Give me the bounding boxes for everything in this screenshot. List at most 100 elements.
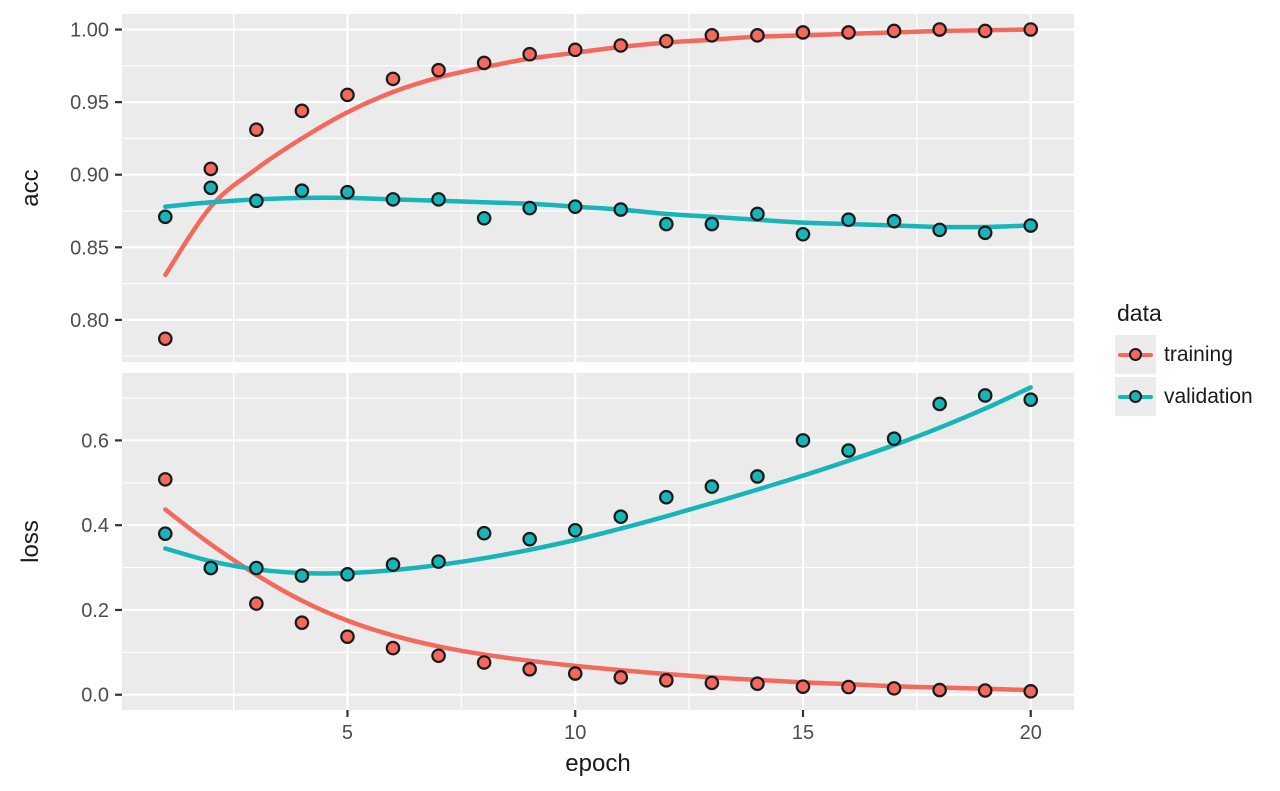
data-point-training-loss [431, 648, 446, 664]
data-point-training-acc [750, 28, 765, 43]
x-tick-label: 5 [342, 722, 353, 744]
data-point-training-loss [385, 640, 401, 656]
data-point-validation-acc [841, 212, 856, 228]
data-point-training-acc [431, 62, 446, 78]
data-point-validation-acc [522, 200, 537, 216]
data-point-validation-acc [613, 202, 629, 217]
data-point-validation-loss [567, 522, 583, 538]
data-point-validation-acc [294, 183, 310, 198]
data-point-validation-acc [932, 222, 947, 238]
data-point-training-loss [157, 472, 173, 487]
data-point-training-acc [567, 42, 583, 58]
data-point-validation-loss [157, 526, 173, 541]
data-point-validation-loss [294, 568, 310, 583]
data-point-training-loss [750, 676, 765, 692]
y-axis-title-acc: acc [17, 169, 44, 206]
legend-entry-validation: validation [1115, 377, 1253, 416]
data-point-training-loss [886, 681, 902, 696]
data-point-validation-acc [977, 225, 993, 241]
data-point-validation-acc [340, 184, 355, 200]
data-point-training-loss [613, 670, 629, 685]
data-point-validation-loss [795, 433, 811, 448]
y-tick-label: 0.0 [81, 685, 109, 707]
y-axis-title-loss: loss [17, 520, 44, 563]
legend-key [1115, 377, 1156, 416]
data-point-validation-loss [385, 557, 401, 572]
data-point-validation-loss [841, 443, 856, 458]
data-point-training-acc [841, 25, 856, 40]
y-tick-label: 0.95 [70, 92, 109, 114]
data-point-validation-loss [750, 469, 765, 484]
data-point-validation-acc [886, 213, 902, 229]
y-tick-label: 0.90 [70, 165, 109, 187]
data-point-training-acc [659, 33, 674, 49]
data-point-validation-loss [476, 525, 492, 541]
y-tick-label: 0.85 [70, 237, 109, 259]
data-point-validation-acc [157, 209, 173, 225]
data-point-validation-loss [522, 531, 537, 547]
panel-background-loss [122, 373, 1074, 710]
data-point-training-acc [522, 46, 537, 62]
legend-title: data [1117, 300, 1162, 326]
x-axis-title: epoch [565, 750, 630, 777]
data-point-training-acc [704, 28, 720, 43]
data-point-validation-loss [613, 509, 629, 525]
data-point-training-acc [795, 25, 811, 40]
data-point-validation-acc [203, 180, 219, 196]
y-tick-label: 0.2 [81, 600, 109, 622]
data-point-training-loss [841, 679, 856, 695]
data-point-validation-loss [977, 388, 993, 403]
data-point-validation-acc [659, 216, 674, 232]
data-point-training-acc [249, 122, 264, 138]
data-point-training-loss [249, 596, 264, 611]
y-tick-label: 0.80 [70, 310, 109, 332]
data-point-validation-loss [340, 567, 355, 582]
y-tick-label: 0.6 [81, 430, 109, 452]
data-point-validation-loss [886, 431, 902, 447]
data-point-training-loss [704, 675, 720, 691]
legend-entries: training validation [1115, 335, 1253, 416]
data-point-training-loss [567, 666, 583, 681]
data-point-training-acc [886, 23, 902, 39]
data-point-training-loss [294, 615, 310, 630]
data-point-validation-loss [249, 560, 264, 576]
data-point-training-loss [1023, 684, 1039, 699]
x-tick-label: 20 [1020, 722, 1042, 744]
data-point-training-loss [522, 662, 537, 677]
data-point-training-acc [977, 23, 993, 39]
data-point-training-acc [203, 161, 219, 177]
data-point-training-acc [476, 55, 492, 71]
data-point-training-loss [932, 682, 947, 698]
data-point-validation-acc [567, 199, 583, 214]
data-point-validation-acc [385, 192, 401, 207]
y-tick-label: 0.4 [81, 515, 109, 537]
data-point-validation-loss [203, 560, 219, 576]
legend: data training validation [1115, 300, 1253, 419]
data-point-training-acc [294, 103, 310, 119]
data-point-validation-acc [476, 210, 492, 226]
data-point-validation-loss [431, 554, 446, 569]
data-point-validation-acc [704, 216, 720, 232]
data-point-validation-acc [249, 193, 264, 209]
x-tick-label: 10 [564, 722, 586, 744]
data-point-training-acc [613, 38, 629, 53]
x-tick-label: 15 [792, 722, 814, 744]
panel-background-acc [122, 14, 1074, 362]
y-tick-label: 1.00 [70, 20, 109, 42]
data-point-training-loss [659, 673, 674, 688]
legend-key [1115, 335, 1156, 374]
data-point-validation-loss [659, 489, 674, 505]
legend-entry-training: training [1115, 335, 1253, 374]
legend-label: training [1164, 342, 1233, 366]
data-point-training-loss [977, 683, 993, 698]
data-point-training-loss [476, 655, 492, 670]
data-point-training-acc [1023, 22, 1039, 37]
data-point-training-acc [157, 331, 173, 347]
data-point-validation-loss [1023, 392, 1039, 408]
legend-point-icon [1128, 389, 1142, 403]
data-point-validation-acc [1023, 218, 1039, 233]
data-point-validation-acc [431, 192, 446, 207]
data-point-training-acc [340, 87, 355, 103]
